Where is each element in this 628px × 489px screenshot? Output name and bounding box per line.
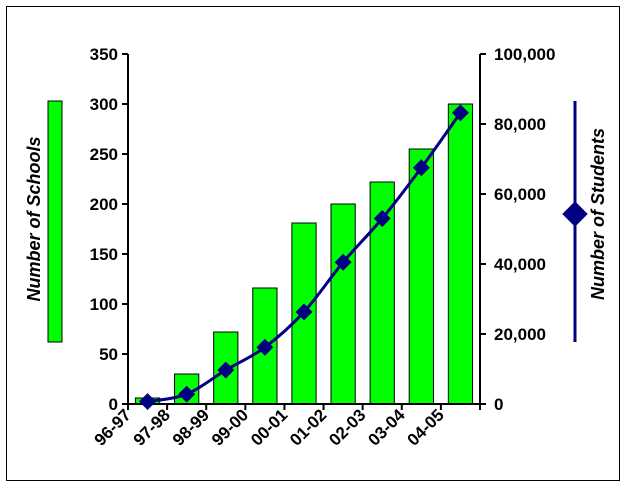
left-tick-label: 100 bbox=[90, 295, 118, 314]
x-category-label: 97-98 bbox=[130, 405, 174, 449]
x-category-label: 04-05 bbox=[404, 405, 448, 449]
bar bbox=[330, 203, 356, 405]
left-tick-label: 50 bbox=[99, 345, 118, 364]
students-legend-marker bbox=[562, 201, 588, 227]
left-tick-label: 200 bbox=[90, 195, 118, 214]
line-point bbox=[373, 210, 391, 227]
line-point bbox=[139, 393, 157, 411]
x-category-label: 98-99 bbox=[169, 405, 213, 449]
left-tick-label: 150 bbox=[90, 245, 118, 264]
labels: 0 50 100 150 200 250 300 350 0 20,000 40,000 60,000… bbox=[90, 45, 556, 450]
right-tick-label: 40,000 bbox=[494, 255, 546, 274]
x-category-label: 02-03 bbox=[325, 405, 369, 449]
left-tick-label: 250 bbox=[90, 145, 118, 164]
x-category-label: 03-04 bbox=[364, 405, 409, 450]
left-axis-title: Number of Schools bbox=[24, 136, 44, 301]
right-tick-label: 0 bbox=[494, 395, 503, 414]
right-tick-label: 100,000 bbox=[494, 45, 555, 64]
line-point bbox=[217, 361, 235, 379]
x-category-label: 00-01 bbox=[247, 405, 291, 449]
x-category-label: 01-02 bbox=[286, 405, 330, 449]
line-point bbox=[451, 104, 469, 122]
line-point bbox=[412, 159, 430, 177]
line-point bbox=[334, 253, 352, 271]
x-category-label: 99-00 bbox=[208, 405, 252, 449]
left-tick-label: 0 bbox=[109, 395, 118, 414]
line-point bbox=[256, 338, 274, 356]
line-series bbox=[139, 104, 469, 411]
line-point bbox=[295, 303, 313, 321]
left-tick-label: 350 bbox=[90, 45, 118, 64]
right-tick-label: 80,000 bbox=[494, 115, 546, 134]
bar bbox=[447, 103, 474, 405]
axes bbox=[122, 53, 486, 410]
bar-series bbox=[134, 103, 474, 405]
schools-legend-swatch bbox=[47, 100, 63, 343]
bar bbox=[408, 148, 434, 405]
left-tick-label: 300 bbox=[90, 95, 118, 114]
right-tick-label: 20,000 bbox=[494, 325, 546, 344]
right-tick-label: 60,000 bbox=[494, 185, 546, 204]
line-point bbox=[178, 385, 196, 403]
right-axis-title: Number of Students bbox=[588, 128, 608, 300]
